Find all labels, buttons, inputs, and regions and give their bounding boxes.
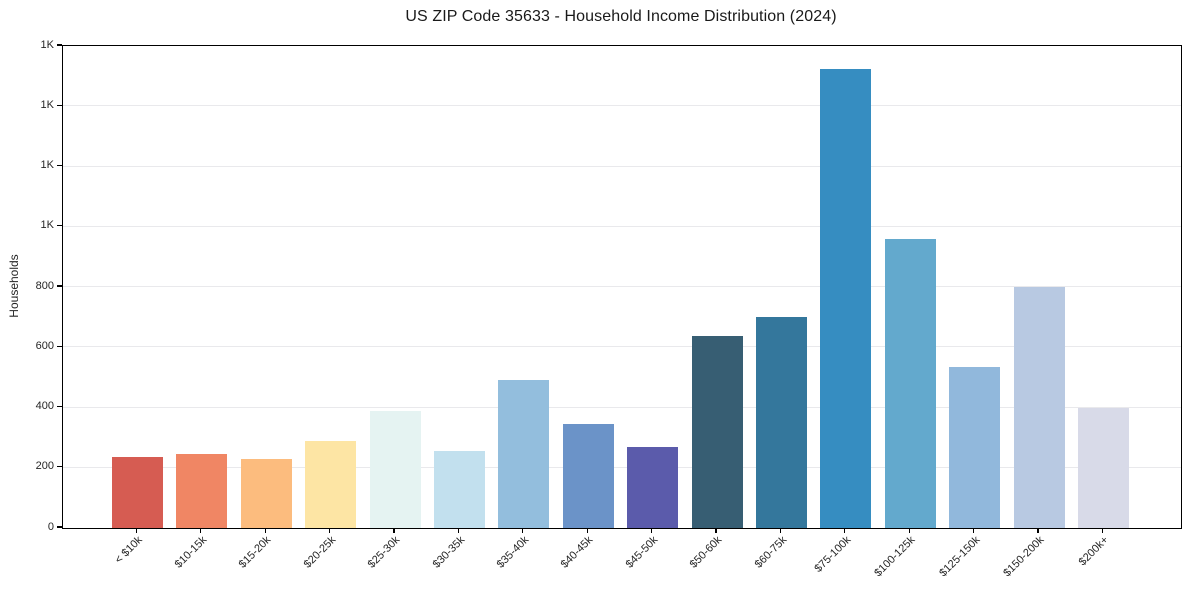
x-tick-mark	[1037, 528, 1039, 533]
bar	[755, 317, 807, 528]
gridline	[63, 406, 1181, 408]
x-tick-mark	[715, 528, 717, 533]
gridline	[63, 165, 1181, 167]
y-tick-label: 1K	[40, 159, 54, 171]
gridline	[63, 346, 1181, 348]
x-tick-mark	[1101, 528, 1103, 533]
y-tick-label: 800	[35, 279, 54, 292]
x-tick-label-text: $75-100k	[812, 534, 854, 575]
y-tick-mark	[57, 44, 62, 46]
y-tick-mark	[57, 285, 62, 287]
y-tick-mark	[57, 526, 62, 528]
x-tick-label-text: $40-45k	[559, 534, 596, 571]
bar	[111, 457, 163, 528]
y-tick-mark	[57, 164, 62, 167]
x-tick-mark	[973, 528, 975, 533]
x-tick-label-text: $30-35k	[430, 534, 467, 571]
x-tick-mark	[522, 528, 524, 533]
bar	[433, 451, 485, 528]
bar	[369, 410, 421, 528]
y-tick-label: 1K	[40, 98, 54, 111]
x-tick-mark	[779, 528, 781, 533]
y-tick-label: 1K	[40, 38, 54, 51]
x-tick-label-text: $45-50k	[623, 534, 661, 571]
y-tick-label: 1K	[40, 219, 54, 232]
x-tick-label-text: $15-20k	[237, 534, 274, 571]
bar	[949, 366, 1001, 528]
x-tick-label-text: $200k+	[1076, 534, 1111, 569]
y-tick-mark	[57, 345, 62, 347]
x-tick-label-text: < $10k	[112, 534, 145, 567]
bar	[498, 380, 550, 528]
x-tick-label-text: $50-60k	[687, 534, 725, 571]
plot-area	[62, 45, 1182, 529]
bar	[176, 454, 228, 528]
x-tick-label-text: $100-125k	[872, 534, 918, 580]
x-tick-label-text: $20-25k	[301, 534, 339, 571]
bar	[627, 447, 679, 528]
bar	[305, 440, 357, 528]
x-tick-mark	[651, 528, 653, 533]
y-tick-mark	[57, 104, 62, 106]
y-tick-label: 600	[35, 339, 54, 352]
y-tick-label: 400	[35, 400, 54, 412]
y-tick-mark	[57, 466, 62, 468]
y-tick-label: 0	[47, 520, 54, 533]
bar	[691, 335, 743, 528]
gridline	[63, 466, 1181, 468]
gridline	[63, 105, 1181, 107]
x-tick-mark	[844, 528, 846, 533]
gridline	[63, 286, 1181, 287]
x-tick-mark	[264, 528, 266, 533]
bar	[820, 68, 872, 528]
gridline	[63, 225, 1181, 227]
x-tick-mark	[135, 528, 137, 533]
y-tick-mark	[57, 405, 62, 408]
x-tick-label-text: $25-30k	[365, 534, 403, 571]
bar	[1013, 287, 1065, 528]
x-tick-mark	[586, 528, 588, 533]
x-tick-mark	[908, 528, 910, 533]
x-tick-mark	[329, 528, 331, 533]
x-tick-label-text: $10-15k	[172, 534, 210, 571]
x-tick-label-text: $125-150k	[936, 534, 983, 580]
x-tick-label-text: $150-200k	[1001, 534, 1047, 580]
x-tick-label-text: $60-75k	[752, 534, 789, 571]
bar	[562, 424, 614, 528]
chart-title: US ZIP Code 35633 - Household Income Dis…	[405, 8, 837, 25]
x-tick-mark	[200, 528, 202, 533]
x-tick-mark	[457, 528, 459, 533]
x-tick-mark	[393, 528, 395, 533]
bar	[884, 238, 936, 528]
y-tick-label: 200	[35, 460, 54, 473]
x-tick-label-text: $35-40k	[494, 534, 532, 571]
bar	[240, 459, 292, 528]
y-tick-mark	[57, 225, 62, 227]
bar	[1077, 407, 1129, 528]
